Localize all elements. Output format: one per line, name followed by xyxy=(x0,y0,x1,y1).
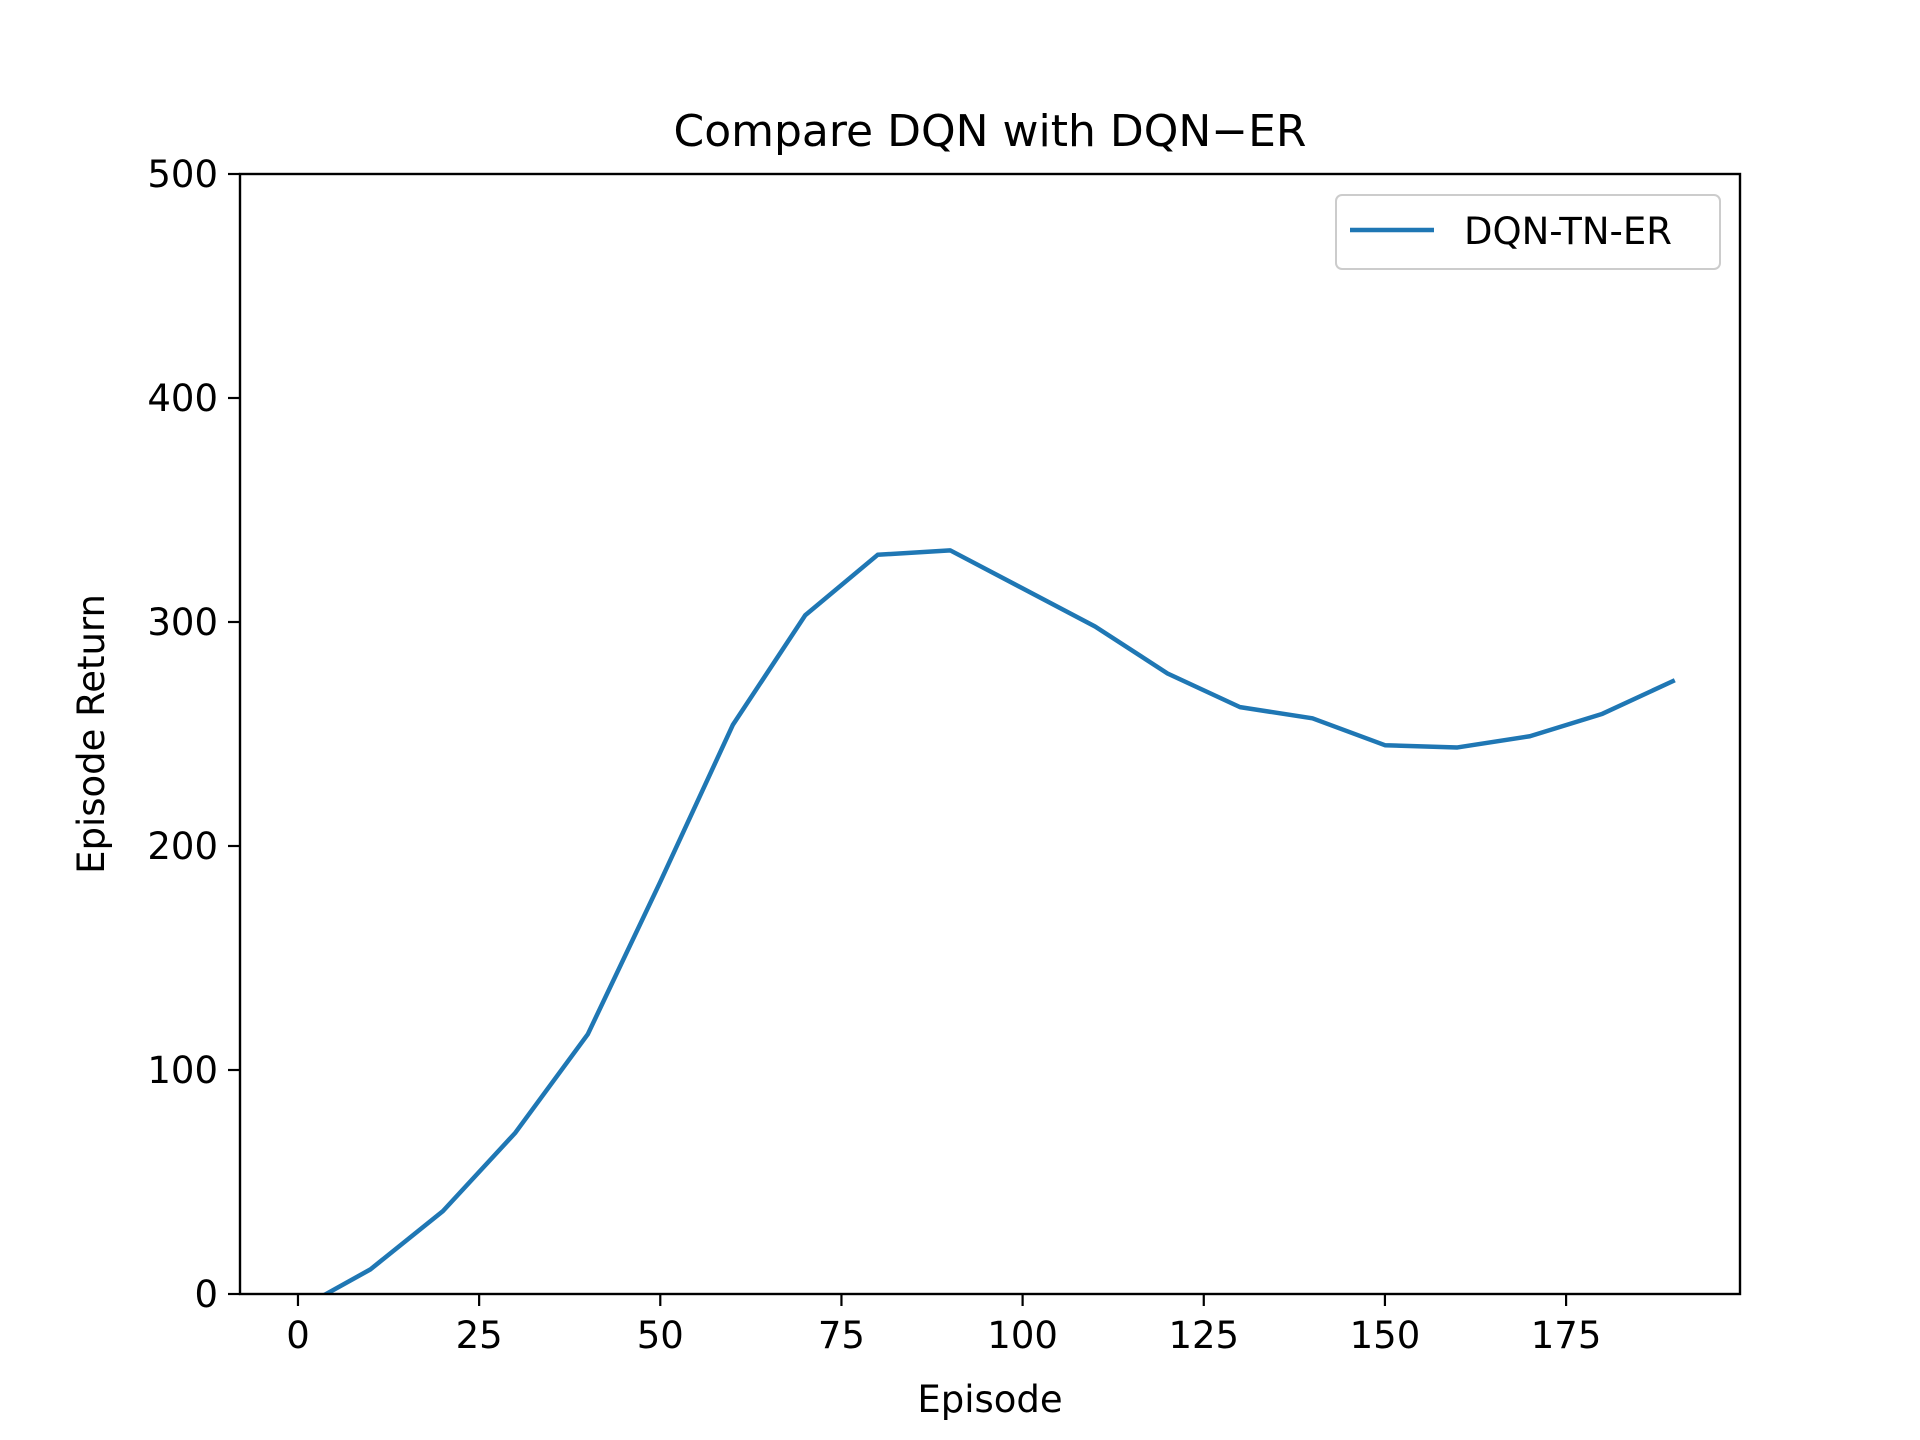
plot-frame xyxy=(238,172,1742,1296)
x-tick-label: 25 xyxy=(456,1314,503,1357)
x-tick-label: 0 xyxy=(286,1314,310,1357)
series-layer xyxy=(321,548,1676,1294)
y-tick-label: 400 xyxy=(147,377,218,420)
series-line xyxy=(321,548,1676,1294)
legend-box xyxy=(1335,194,1721,270)
y-tick-label: 500 xyxy=(147,153,218,196)
x-tick-label: 150 xyxy=(1350,1314,1421,1357)
y-tick-label: 300 xyxy=(147,601,218,644)
x-axis-title: Episode xyxy=(917,1378,1062,1421)
y-tick-label: 200 xyxy=(147,825,218,868)
chart-title: Compare DQN with DQN−ER xyxy=(674,106,1307,157)
plot-area xyxy=(238,172,1742,1296)
y-tick-label: 100 xyxy=(147,1049,218,1092)
y-axis: 0 100 200 300 400 500 xyxy=(147,153,240,1316)
x-tick-label: 100 xyxy=(987,1314,1058,1357)
x-tick-label: 175 xyxy=(1531,1314,1602,1357)
y-tick-label: 0 xyxy=(194,1273,218,1316)
x-tick-label: 125 xyxy=(1168,1314,1239,1357)
legend: DQN-TN-ER xyxy=(1335,194,1721,270)
y-axis-title: Episode Return xyxy=(70,594,113,874)
x-tick-label: 75 xyxy=(818,1314,865,1357)
x-tick-label: 50 xyxy=(637,1314,684,1357)
x-axis: 0 25 50 75 100 125 150 175 xyxy=(286,1294,1601,1357)
legend-label: DQN-TN-ER xyxy=(1464,210,1672,253)
